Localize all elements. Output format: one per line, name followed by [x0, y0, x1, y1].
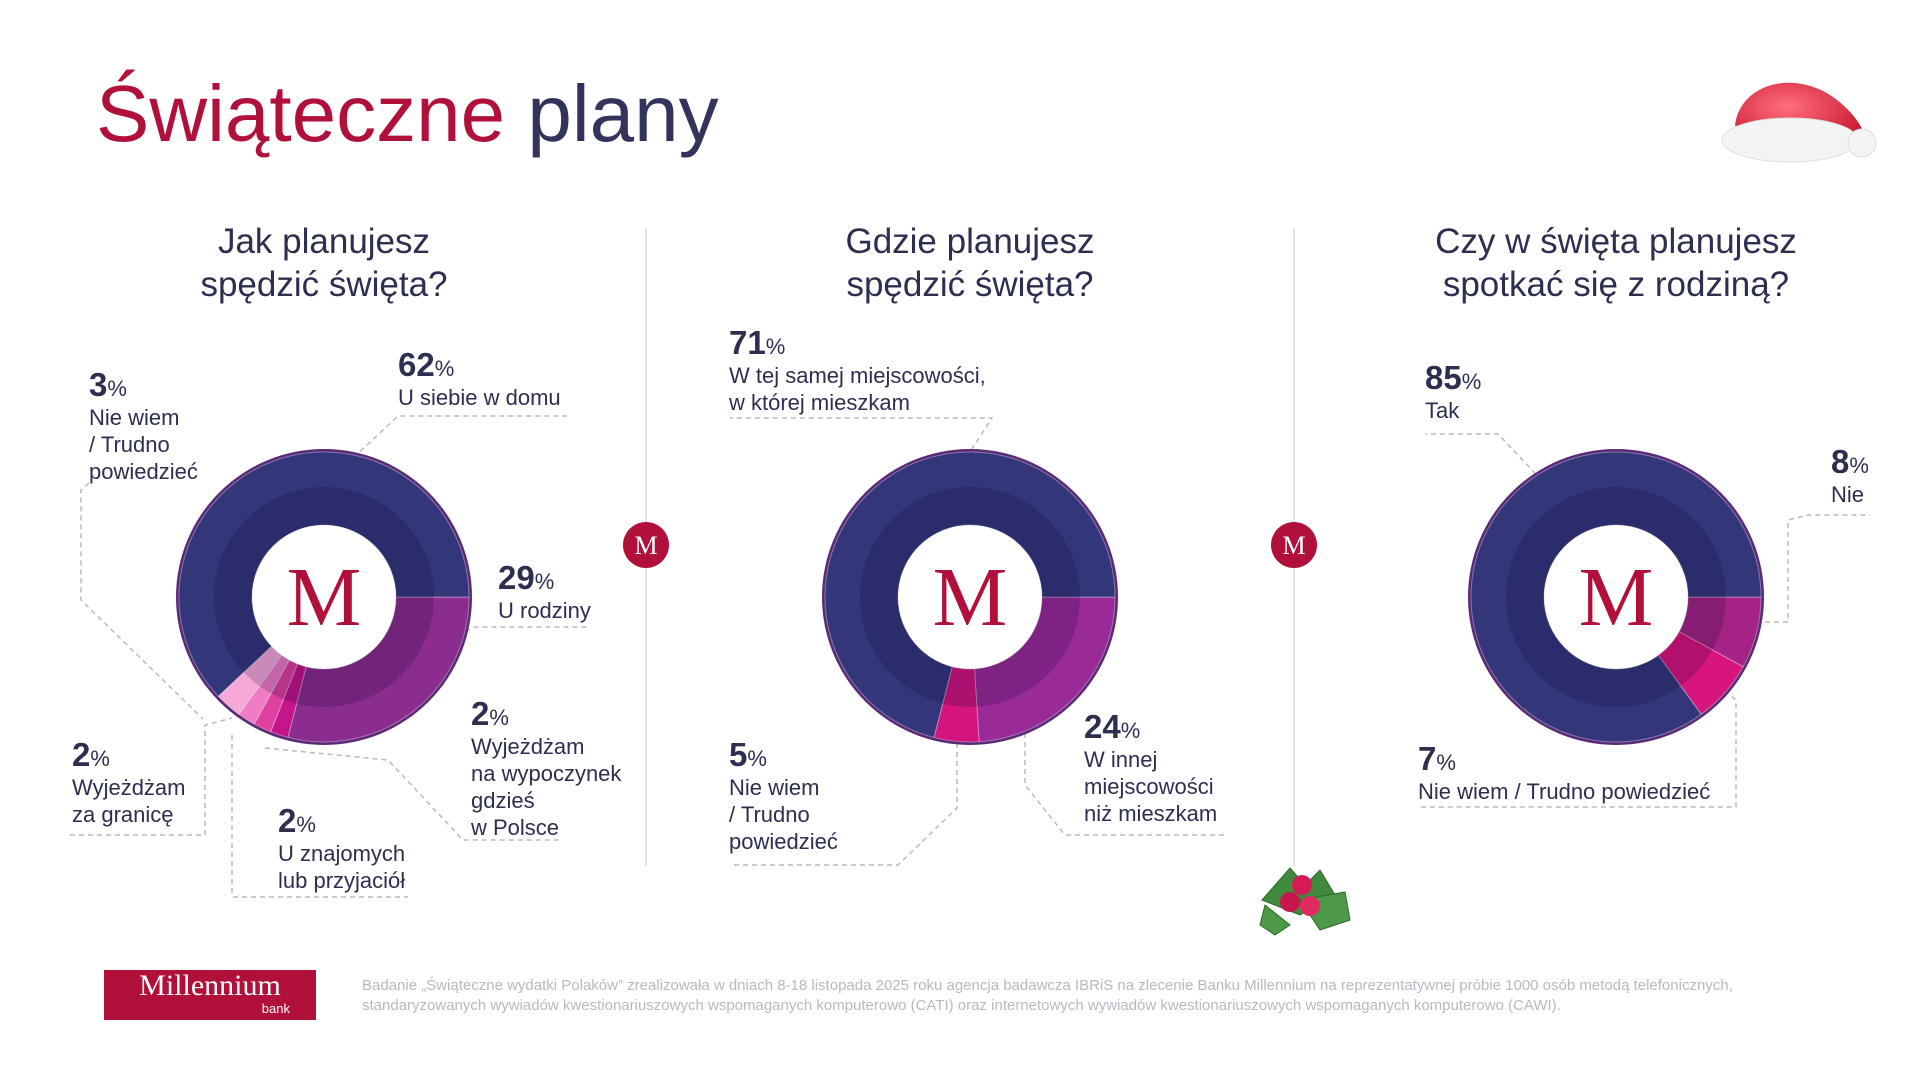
unit: %	[747, 746, 767, 771]
unit: %	[107, 376, 127, 401]
leader-line	[730, 417, 994, 481]
value: 8	[1831, 443, 1850, 480]
chart-title: Czy w święta planujesz spotkać się z rod…	[1435, 222, 1797, 304]
leader-line	[1418, 679, 1737, 808]
data-label: 2% Wyjeżdżam za granicę	[72, 736, 186, 828]
value: 2	[471, 695, 490, 732]
data-label: 2% U znajomych lub przyjaciół	[278, 802, 405, 894]
leader-line	[1738, 514, 1870, 623]
divider-badge: M	[623, 522, 669, 568]
unit: %	[1120, 718, 1141, 743]
value: 29	[498, 559, 535, 596]
unit: %	[1436, 750, 1456, 775]
data-label: 8% Nie	[1831, 443, 1869, 508]
value-line: 71%	[729, 324, 986, 362]
leader-line	[1425, 433, 1549, 488]
data-label: 7% Nie wiem / Trudno powiedzieć	[1418, 740, 1710, 805]
donut-shade	[860, 487, 1080, 707]
category: Wyjeżdżam na wypoczynek gdzieś w Polsce	[471, 734, 622, 840]
category: Nie	[1831, 482, 1865, 507]
page-title: Świąteczne plany	[96, 66, 719, 162]
donut-hole	[1544, 525, 1688, 669]
value-line: 8%	[1831, 443, 1869, 481]
data-label: 29% U rodziny	[498, 559, 591, 624]
value-line: 62%	[398, 346, 561, 384]
unit: %	[534, 569, 555, 594]
logo: Millennium bank	[104, 970, 316, 1020]
category: Nie wiem / Trudno powiedzieć	[729, 775, 838, 854]
data-label: 24% W innej miejscowości niż mieszkam	[1084, 708, 1217, 827]
logo-sub: bank	[261, 1001, 290, 1016]
data-label: 62% U siebie w domu	[398, 346, 561, 411]
divider-badge: M	[1271, 522, 1317, 568]
donut-logo: M	[287, 551, 362, 644]
value-line: 2%	[278, 802, 405, 840]
value-line: 29%	[498, 559, 591, 597]
unit: %	[489, 705, 509, 730]
donut-hole	[252, 525, 396, 669]
holly	[1259, 867, 1351, 936]
value-line: 7%	[1418, 740, 1710, 778]
donut-shade	[1506, 487, 1726, 707]
unit: %	[1461, 369, 1482, 394]
value: 2	[72, 736, 91, 773]
value: 7	[1418, 740, 1437, 777]
leader-line	[70, 717, 233, 836]
unit: %	[1849, 453, 1869, 478]
category: U siebie w domu	[398, 385, 561, 410]
value: 24	[1084, 708, 1121, 745]
value-line: 24%	[1084, 708, 1217, 746]
svg-text:M: M	[1282, 531, 1305, 560]
donut-hole	[898, 525, 1042, 669]
leader-line	[1024, 706, 1225, 836]
unit: %	[90, 746, 110, 771]
category: W tej samej miejscowości, w której miesz…	[729, 363, 986, 415]
unit: %	[765, 334, 786, 359]
value: 2	[278, 802, 297, 839]
category: Nie wiem / Trudno powiedzieć	[89, 405, 198, 484]
donut-logo: M	[933, 551, 1008, 644]
title-part: Świąteczne	[96, 69, 506, 158]
value: 85	[1425, 359, 1462, 396]
unit: %	[296, 812, 316, 837]
value-line: 2%	[471, 695, 621, 733]
santa-hat	[1721, 82, 1877, 163]
value-line: 3%	[89, 366, 198, 404]
data-label: 2% Wyjeżdżam na wypoczynek gdzieś w Polsc…	[471, 695, 621, 841]
category: W innej miejscowości niż mieszkam	[1084, 747, 1218, 826]
value-line: 85%	[1425, 359, 1481, 397]
value-line: 5%	[729, 736, 838, 774]
category: Nie wiem / Trudno powiedzieć	[1418, 779, 1711, 804]
value: 71	[729, 324, 766, 361]
value: 3	[89, 366, 108, 403]
data-label: 3% Nie wiem / Trudno powiedzieć	[89, 366, 198, 485]
unit: %	[434, 356, 455, 381]
category: Wyjeżdżam za granicę	[72, 775, 186, 827]
value-line: 2%	[72, 736, 186, 774]
donut-shade	[214, 487, 434, 707]
value: 5	[729, 736, 748, 773]
category: U rodziny	[498, 598, 591, 623]
leader-line	[80, 482, 204, 720]
chart-title: Gdzie planujesz spędzić święta?	[845, 222, 1095, 304]
category: Tak	[1425, 398, 1460, 423]
data-label: 5% Nie wiem / Trudno powiedzieć	[729, 736, 838, 855]
category: U znajomych lub przyjaciół	[278, 841, 406, 893]
svg-text:M: M	[634, 531, 657, 560]
logo-name: Millennium	[139, 969, 281, 1002]
leader-line	[264, 747, 560, 841]
title-part: plany	[527, 69, 719, 158]
donut-logo: M	[1579, 551, 1654, 644]
data-label: 71% W tej samej miejscowości, w której mi…	[729, 324, 986, 416]
chart-title: Jak planujesz spędzić święta?	[200, 222, 448, 304]
value: 62	[398, 346, 435, 383]
data-label: 85% Tak	[1425, 359, 1481, 424]
footnote: Badanie „Świąteczne wydatki Polaków” zre…	[362, 977, 1733, 1014]
